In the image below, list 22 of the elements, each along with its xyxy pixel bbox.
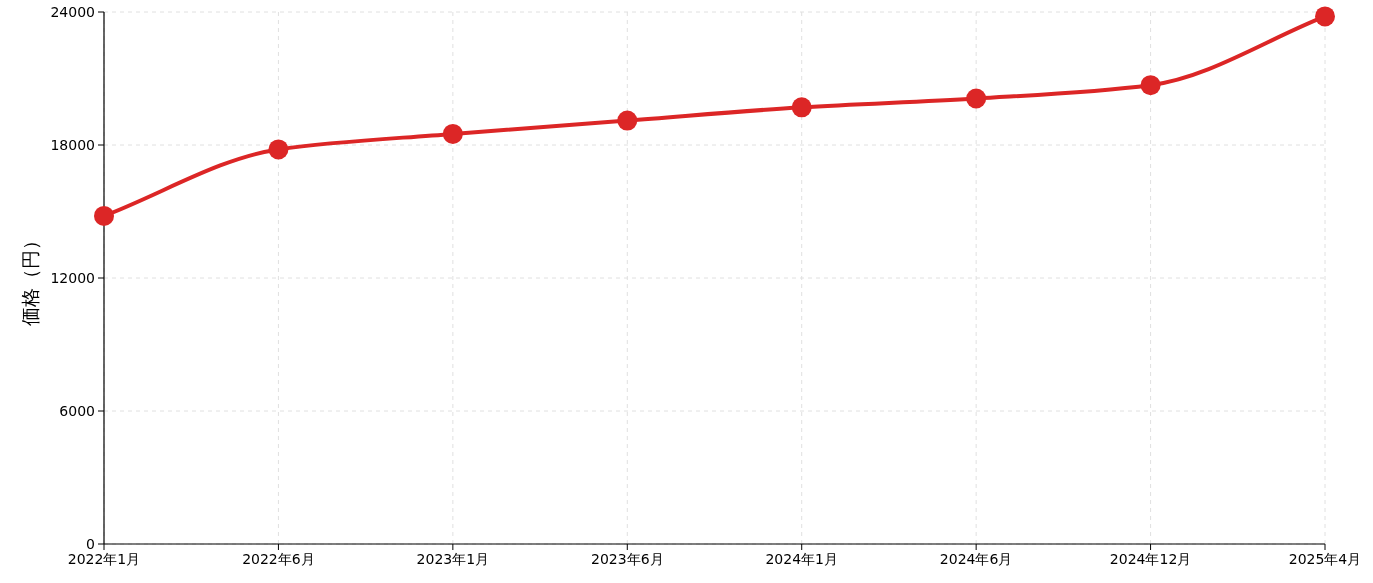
x-tick-label: 2025年4月 — [1288, 551, 1362, 567]
x-tick-label: 2022年6月 — [242, 551, 315, 567]
point — [1315, 6, 1335, 27]
point — [617, 110, 638, 131]
y-tick-label: 24000 — [50, 4, 95, 20]
x-tick-label: 2023年1月 — [416, 551, 490, 567]
x-tick-label: 2024年1月 — [765, 551, 838, 567]
y-tick-label: 18000 — [50, 137, 95, 153]
point — [966, 88, 987, 109]
point — [791, 97, 812, 118]
x-tick-label: 2024年12月 — [1109, 551, 1192, 567]
x-tick-label: 2024年6月 — [939, 551, 1013, 567]
y-tick-label: 12000 — [50, 270, 95, 286]
point — [94, 205, 114, 226]
y-tick-label: 6000 — [59, 403, 95, 419]
y-tick-label: 0 — [86, 536, 95, 552]
point — [1140, 75, 1161, 96]
point — [268, 139, 289, 160]
point — [442, 123, 463, 144]
x-tick-label: 2022年1月 — [67, 551, 141, 567]
y-axis-title: 価格（円） — [19, 230, 41, 326]
x-tick-label: 2023年6月 — [591, 551, 664, 567]
